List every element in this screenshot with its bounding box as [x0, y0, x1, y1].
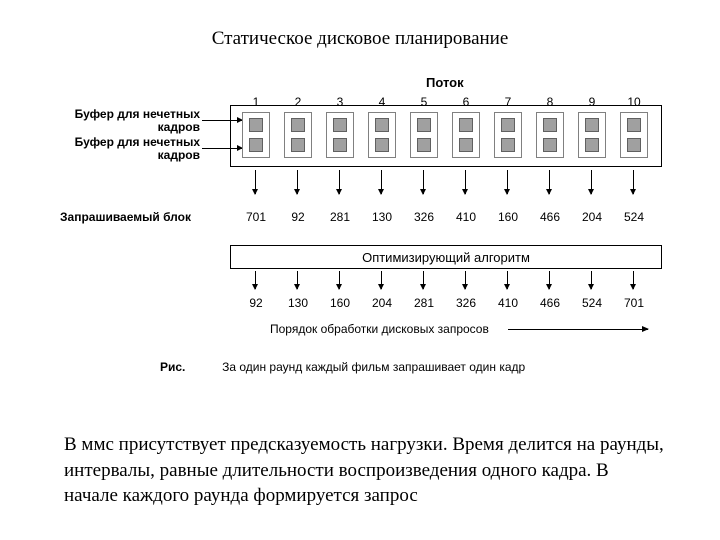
buffer-cell [501, 138, 515, 152]
down-arrow [297, 271, 298, 289]
sorted-block-value: 130 [280, 296, 316, 310]
down-arrow [465, 271, 466, 289]
buffer-column [494, 112, 522, 158]
buffer-cell [459, 118, 473, 132]
diagram: Поток Буфер для нечетных кадров Буфер дл… [60, 70, 700, 410]
down-arrow [591, 271, 592, 289]
buffer-column [284, 112, 312, 158]
order-arrow [508, 329, 648, 330]
buffer-cell [375, 118, 389, 132]
buffer-cell [375, 138, 389, 152]
buffer-cell [585, 118, 599, 132]
requested-block-label: Запрашиваемый блок [60, 210, 191, 224]
buffer-cell [333, 118, 347, 132]
stream-label: Поток [426, 75, 464, 90]
column-number: 9 [578, 95, 606, 109]
buffer-cell [627, 138, 641, 152]
column-number: 7 [494, 95, 522, 109]
buffer-cell [417, 138, 431, 152]
buffer-cell [417, 118, 431, 132]
buffer-cell [543, 138, 557, 152]
requested-block-value: 92 [280, 210, 316, 224]
column-number: 2 [284, 95, 312, 109]
buffer-column [578, 112, 606, 158]
column-number: 10 [620, 95, 648, 109]
down-arrow [549, 271, 550, 289]
down-arrow [423, 271, 424, 289]
down-arrow [591, 170, 592, 194]
buffer-cell [459, 138, 473, 152]
requested-block-value: 524 [616, 210, 652, 224]
buffer-column [242, 112, 270, 158]
buffer-cell [291, 138, 305, 152]
buffer-column [368, 112, 396, 158]
buffer-column [410, 112, 438, 158]
sorted-block-value: 466 [532, 296, 568, 310]
down-arrow [633, 271, 634, 289]
requested-block-value: 281 [322, 210, 358, 224]
buffer-label-odd-2: Буфер для нечетных кадров [60, 136, 200, 162]
down-arrow [381, 170, 382, 194]
column-number: 1 [242, 95, 270, 109]
requested-block-value: 701 [238, 210, 274, 224]
buffer-cell [585, 138, 599, 152]
sorted-block-value: 160 [322, 296, 358, 310]
sorted-block-value: 410 [490, 296, 526, 310]
buffer-cell [543, 118, 557, 132]
optimizer-box: Оптимизирующий алгоритм [230, 245, 662, 269]
down-arrow [507, 170, 508, 194]
column-number: 3 [326, 95, 354, 109]
down-arrow [255, 271, 256, 289]
down-arrow [339, 170, 340, 194]
down-arrow [549, 170, 550, 194]
buffer-column [326, 112, 354, 158]
sorted-block-value: 204 [364, 296, 400, 310]
requested-block-value: 160 [490, 210, 526, 224]
requested-block-value: 410 [448, 210, 484, 224]
buffer-cell [627, 118, 641, 132]
column-number: 6 [452, 95, 480, 109]
buffer-column [620, 112, 648, 158]
column-number: 5 [410, 95, 438, 109]
sorted-block-value: 281 [406, 296, 442, 310]
sorted-block-value: 326 [448, 296, 484, 310]
page-title: Статическое дисковое планирование [0, 0, 720, 70]
optimizer-label: Оптимизирующий алгоритм [362, 250, 530, 265]
buffer-cell [333, 138, 347, 152]
down-arrow [633, 170, 634, 194]
order-label: Порядок обработки дисковых запросов [270, 322, 489, 336]
buffer-column [536, 112, 564, 158]
down-arrow [381, 271, 382, 289]
requested-block-value: 204 [574, 210, 610, 224]
column-number: 4 [368, 95, 396, 109]
buffer-cell [291, 118, 305, 132]
requested-block-value: 326 [406, 210, 442, 224]
caption-text: За один раунд каждый фильм запрашивает о… [222, 360, 525, 374]
column-number: 8 [536, 95, 564, 109]
buffer-cell [249, 118, 263, 132]
down-arrow [423, 170, 424, 194]
body-paragraph: В ммс присутствует предсказуемость нагру… [64, 432, 664, 509]
buffer-label-odd-1: Буфер для нечетных кадров [60, 108, 200, 134]
requested-block-value: 130 [364, 210, 400, 224]
down-arrow [465, 170, 466, 194]
buffer-cell [501, 118, 515, 132]
requested-block-value: 466 [532, 210, 568, 224]
figure-caption: Рис. За один раунд каждый фильм запрашив… [160, 360, 525, 374]
down-arrow [339, 271, 340, 289]
caption-prefix: Рис. [160, 360, 185, 374]
sorted-block-value: 701 [616, 296, 652, 310]
sorted-block-value: 524 [574, 296, 610, 310]
buffer-column [452, 112, 480, 158]
down-arrow [297, 170, 298, 194]
sorted-block-value: 92 [238, 296, 274, 310]
down-arrow [507, 271, 508, 289]
buffer-cell [249, 138, 263, 152]
down-arrow [255, 170, 256, 194]
